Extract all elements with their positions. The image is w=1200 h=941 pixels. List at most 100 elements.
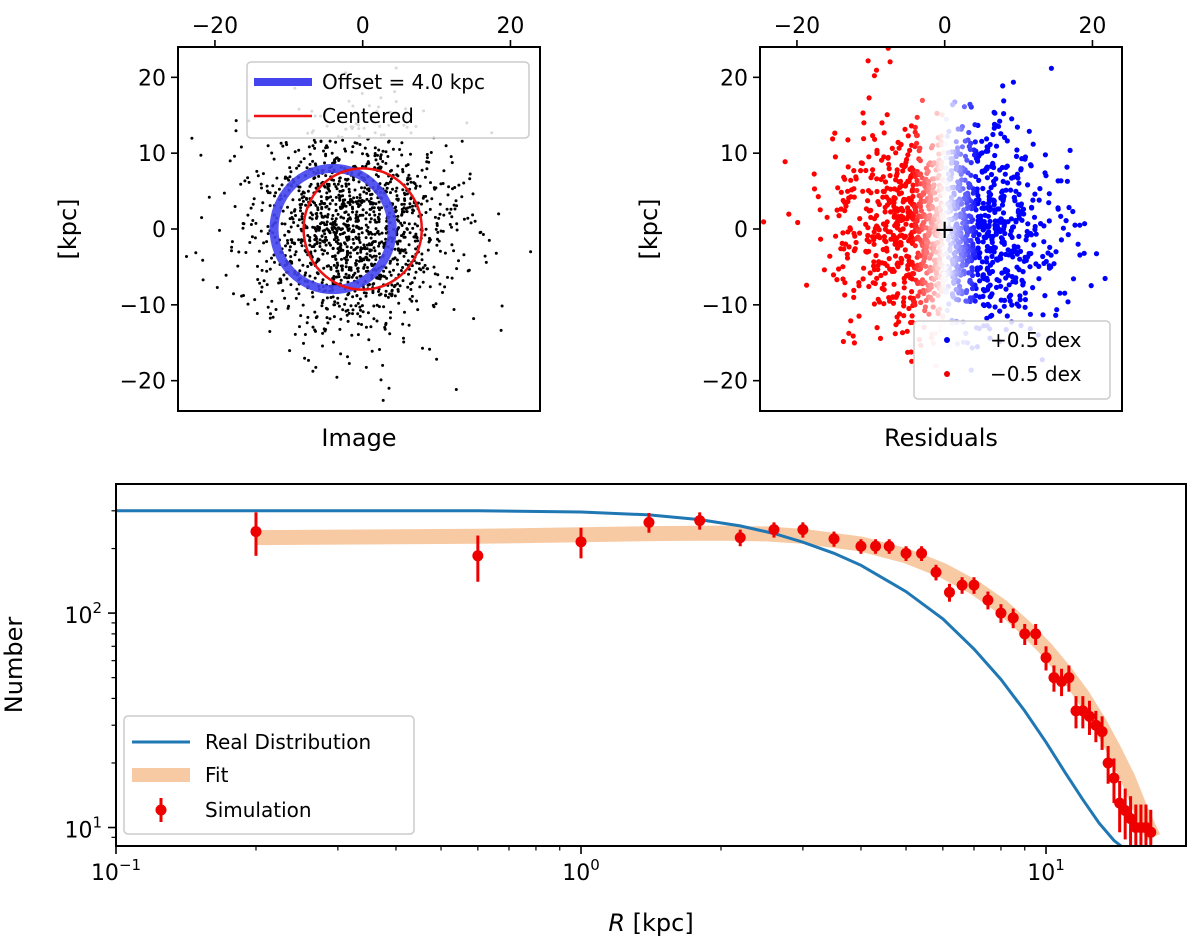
image-point (402, 254, 406, 258)
image-point (342, 231, 346, 235)
image-point (294, 296, 298, 300)
residual-point (1003, 275, 1009, 281)
residual-point (1014, 264, 1020, 270)
residual-point (1037, 186, 1043, 192)
image-point (384, 289, 388, 293)
residuals-xtick-label: 20 (1078, 14, 1106, 39)
image-point (379, 413, 382, 416)
image-point (384, 237, 388, 241)
image-point (350, 150, 354, 154)
image-point (346, 319, 350, 323)
image-point (327, 184, 331, 188)
image-point (244, 251, 248, 254)
residual-point (836, 266, 842, 272)
image-point (348, 251, 352, 255)
image-point (396, 242, 400, 246)
residual-point (953, 223, 959, 229)
residual-point (966, 270, 972, 276)
image-point (361, 152, 364, 156)
image-point (302, 195, 306, 199)
legend-label-plus-dex: +0.5 dex (990, 328, 1082, 352)
image-point (332, 182, 336, 186)
residual-point (955, 185, 961, 191)
image-point (270, 151, 274, 155)
residual-point (1002, 230, 1008, 237)
residual-point (940, 149, 946, 156)
image-point (380, 206, 383, 210)
legend-swatch-minus-dex (944, 371, 950, 377)
image-point (418, 184, 422, 188)
image-point (420, 202, 423, 206)
residual-point (938, 185, 945, 191)
image-point (360, 231, 364, 235)
image-ylabel: [kpc] (54, 198, 82, 259)
image-point (332, 277, 336, 281)
image-point (323, 249, 326, 253)
residual-point (966, 129, 972, 136)
image-point (288, 175, 292, 179)
simulation-layer (250, 512, 1157, 846)
image-point (326, 196, 330, 200)
residual-point (1041, 260, 1047, 266)
residual-point (830, 136, 836, 142)
image-point (369, 230, 372, 234)
image-point (420, 252, 424, 256)
residual-point (863, 167, 869, 174)
image-point (270, 256, 273, 260)
image-point (422, 270, 426, 274)
residual-point (882, 179, 889, 185)
image-point (338, 189, 342, 193)
residual-point (948, 156, 954, 162)
image-point (326, 251, 329, 255)
image-point (462, 253, 466, 257)
image-point (445, 207, 449, 211)
residual-point (974, 236, 981, 242)
residual-point (881, 281, 887, 287)
image-point (308, 239, 312, 243)
residual-point (926, 311, 932, 317)
image-point (417, 262, 421, 265)
image-point (297, 292, 301, 296)
image-point (378, 348, 381, 351)
residual-point (1006, 282, 1012, 288)
residual-point (943, 165, 949, 171)
residual-point (1006, 294, 1012, 300)
image-point (310, 217, 314, 221)
image-point (319, 139, 323, 143)
residual-point (1001, 134, 1008, 140)
radial-legend: Real Distribution Fit Simulation (123, 715, 415, 835)
image-point (411, 255, 414, 258)
image-point (323, 185, 327, 189)
image-point (386, 295, 390, 299)
image-point (395, 173, 399, 177)
image-point (376, 229, 380, 233)
image-point (379, 165, 383, 169)
residual-point (848, 177, 854, 183)
image-point (351, 295, 355, 299)
image-point (409, 282, 412, 286)
image-point (405, 227, 409, 231)
image-point (342, 216, 346, 220)
residual-point (918, 208, 925, 214)
residual-point (901, 313, 907, 319)
residual-point (939, 159, 945, 165)
residual-point (932, 190, 938, 196)
image-point (253, 236, 257, 240)
residual-point (928, 196, 934, 202)
legend-label-offset: Offset = 4.0 kpc (322, 70, 485, 94)
image-point (355, 294, 359, 297)
simulation-point (1125, 813, 1137, 825)
image-point (358, 297, 362, 301)
image-point (374, 227, 378, 231)
residual-point (969, 265, 975, 271)
residual-point (851, 168, 857, 174)
residual-point (1067, 147, 1073, 153)
residual-point (976, 177, 982, 183)
image-point (369, 325, 373, 329)
simulation-point (768, 524, 780, 536)
image-point (285, 176, 289, 180)
image-point (299, 206, 303, 210)
residuals-panel: −20 0 20 20 10 0 −10 −20 + Residuals [kpc] +0.5… (635, 14, 1123, 452)
image-point (387, 140, 390, 144)
image-point (335, 266, 339, 270)
